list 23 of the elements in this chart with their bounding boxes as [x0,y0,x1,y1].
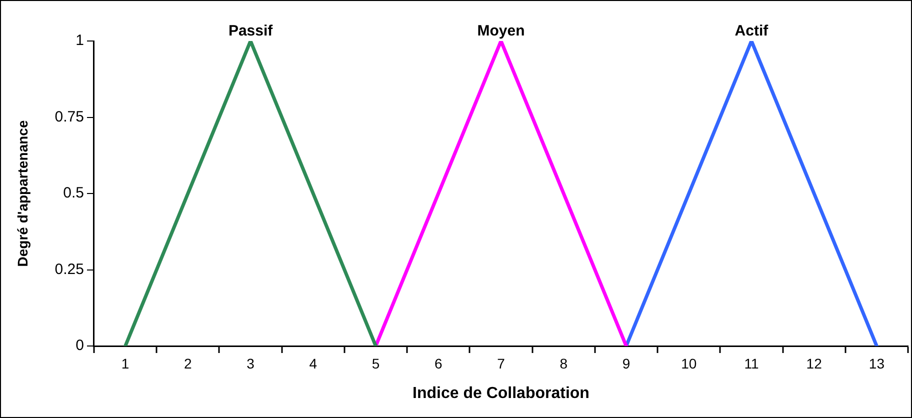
x-tick-label: 7 [497,355,506,372]
x-tick-label: 4 [309,355,318,372]
x-tick-label: 8 [560,355,568,372]
x-tick-label: 3 [246,355,255,372]
x-tick-label: 10 [681,355,697,372]
x-tick-label: 9 [622,355,630,372]
x-tick-label: 2 [184,355,192,372]
x-axis-title: Indice de Collaboration [412,384,590,402]
x-tick-label: 11 [744,355,759,372]
y-tick-label: 0.25 [54,260,84,278]
series-label: Moyen [477,22,525,40]
x-tick-label: 12 [806,355,822,372]
x-tick-label: 13 [868,355,885,372]
x-tick-label: 1 [121,355,130,372]
y-tick-label: 0.75 [54,108,84,126]
y-axis-title: Degré d'appartenance [14,120,30,267]
series-label: Passif [228,22,274,40]
x-tick-label: 5 [372,355,380,372]
y-tick-label: 1 [76,32,84,50]
y-tick-label: 0 [76,337,84,354]
x-tick-label: 6 [434,355,442,372]
series-label: Actif [734,22,770,40]
y-tick-label: 0.5 [63,184,84,202]
